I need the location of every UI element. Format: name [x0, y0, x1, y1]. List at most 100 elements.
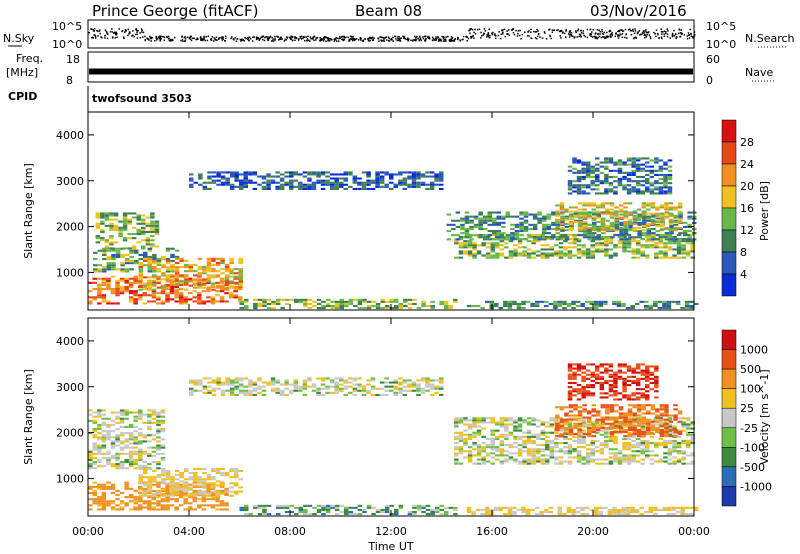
- power-data-cell: [482, 236, 488, 239]
- power-data-cell: [238, 296, 243, 299]
- nsky-point: [520, 38, 522, 40]
- velocity-data-cell: [106, 458, 111, 461]
- power-data-cell: [201, 283, 207, 286]
- velocity-data-cell: [179, 472, 184, 475]
- velocity-data-cell: [321, 508, 326, 511]
- velocity-data-cell: [138, 454, 143, 457]
- velocity-data-cell: [152, 476, 157, 479]
- velocity-data-cell: [357, 385, 362, 388]
- velocity-data-cell: [545, 431, 550, 434]
- power-data-cell: [97, 288, 102, 291]
- power-data-cell: [573, 219, 579, 222]
- velocity-data-cell: [138, 428, 143, 431]
- velocity-data-cell: [434, 387, 439, 390]
- velocity-data-cell: [540, 433, 545, 436]
- power-data-cell: [120, 255, 125, 258]
- nsky-point: [660, 36, 663, 38]
- nsky-point: [642, 30, 645, 32]
- power-data-cell: [622, 236, 627, 239]
- power-data-cell: [645, 178, 650, 181]
- power-data-cell: [229, 284, 234, 287]
- velocity-data-cell: [631, 450, 636, 453]
- velocity-data-cell: [97, 448, 102, 451]
- velocity-data-cell: [567, 460, 573, 463]
- power-data-cell: [685, 233, 691, 236]
- nsky-point: [492, 31, 494, 34]
- velocity-data-cell: [393, 379, 398, 382]
- power-data-cell: [402, 183, 408, 186]
- power-data-cell: [434, 179, 439, 182]
- nsky-point: [632, 30, 635, 32]
- power-data-cell: [113, 214, 119, 217]
- power-data-cell: [555, 212, 560, 215]
- power-data-cell: [379, 181, 385, 184]
- velocity-data-cell: [412, 504, 417, 507]
- velocity-data-cell: [266, 504, 272, 507]
- velocity-data-cell: [160, 409, 166, 412]
- velocity-data-cell: [206, 492, 212, 495]
- beam-label: Beam 08: [355, 2, 422, 20]
- velocity-data-cell: [463, 423, 468, 426]
- power-data-cell: [673, 219, 679, 222]
- velocity-data-cell: [567, 446, 573, 449]
- power-data-cell: [481, 244, 486, 247]
- velocity-data-cell: [504, 450, 509, 453]
- nsky-point: [633, 32, 636, 34]
- nsky-point: [340, 36, 343, 38]
- nsky-point: [235, 40, 238, 42]
- velocity-data-cell: [343, 381, 348, 384]
- power-data-cell: [689, 300, 694, 303]
- nsky-point: [687, 32, 690, 34]
- power-data-cell: [673, 206, 678, 209]
- power-data-cell: [156, 261, 162, 264]
- power-data-cell: [530, 302, 535, 305]
- velocity-data-cell: [147, 478, 153, 481]
- power-data-cell: [673, 216, 678, 219]
- freq-label: Freq.: [16, 52, 43, 65]
- velocity-data-cell: [585, 444, 591, 447]
- nsky-point: [425, 38, 427, 40]
- velocity-data-cell: [128, 461, 134, 464]
- nsky-point: [189, 38, 192, 40]
- nsky-point: [373, 37, 375, 39]
- velocity-data-cell: [284, 379, 289, 382]
- velocity-data-cell: [160, 411, 166, 414]
- velocity-data-cell: [472, 462, 477, 465]
- power-data-cell: [343, 177, 348, 180]
- power-data-cell: [154, 230, 160, 233]
- nsky-point: [327, 39, 329, 41]
- nsky-point: [279, 37, 281, 39]
- power-data-cell: [165, 296, 170, 299]
- power-data-cell: [366, 171, 371, 174]
- velocity-data-cell: [599, 462, 605, 465]
- nsky-point: [663, 33, 665, 35]
- velocity-data-cell: [370, 385, 376, 388]
- power-data-cell: [193, 263, 198, 266]
- velocity-data-cell: [370, 393, 376, 396]
- power-data-cell: [540, 248, 545, 251]
- power-data-cell: [513, 248, 518, 251]
- power-data-cell: [522, 246, 527, 249]
- power-data-cell: [129, 262, 134, 265]
- power-data-cell: [202, 187, 208, 190]
- velocity-data-cell: [147, 413, 152, 416]
- velocity-data-cell: [151, 508, 157, 511]
- velocity-data-cell: [97, 411, 102, 414]
- power-data-cell: [115, 281, 120, 284]
- power-data-cell: [464, 230, 470, 233]
- power-data-cell: [664, 232, 670, 235]
- power-data-cell: [635, 250, 641, 253]
- velocity-data-cell: [635, 446, 641, 449]
- nsky-point: [617, 34, 619, 36]
- power-data-cell: [113, 218, 119, 221]
- velocity-data-cell: [298, 506, 304, 509]
- power-data-cell: [169, 283, 175, 286]
- power-data-cell: [193, 286, 198, 289]
- power-data-cell: [389, 177, 394, 180]
- power-data-cell: [184, 266, 189, 269]
- velocity-data-cell: [138, 434, 143, 437]
- nsky-point: [144, 35, 146, 38]
- power-data-cell: [519, 225, 524, 228]
- power-data-cell: [631, 169, 636, 172]
- power-data-cell: [455, 225, 461, 228]
